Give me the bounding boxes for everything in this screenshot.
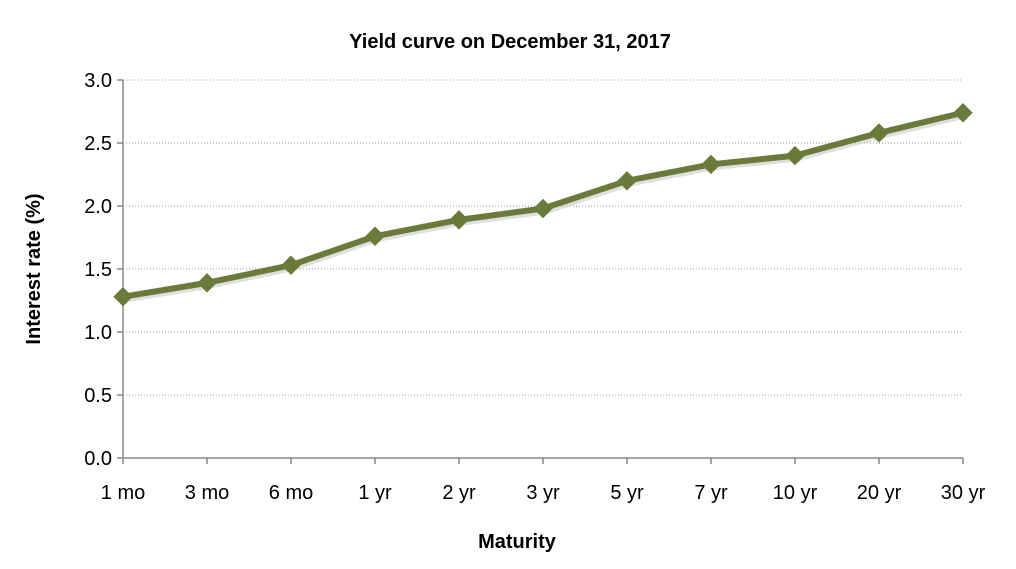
chart-title: Yield curve on December 31, 2017 [349, 31, 671, 53]
x-tick-label: 6 mo [269, 482, 313, 504]
y-tick-label: 1.5 [84, 259, 112, 281]
y-tick-labels: 0.0 0.5 1.0 1.5 2.0 2.5 3.0 [84, 70, 112, 470]
data-point-marker [281, 255, 301, 275]
x-axis-title: Maturity [478, 531, 557, 553]
x-tick-label: 10 yr [773, 482, 818, 504]
x-tick-label: 5 yr [610, 482, 644, 504]
data-point-marker [113, 287, 133, 307]
y-axis-title: Interest rate (%) [23, 193, 45, 344]
data-point-marker [197, 273, 217, 293]
data-point-marker [785, 145, 805, 166]
data-point-marker [449, 210, 469, 230]
axes [117, 79, 964, 464]
y-tick-label: 0.5 [84, 385, 112, 407]
series-layer [113, 103, 973, 307]
x-tick-label: 1 mo [101, 482, 145, 504]
data-point-marker [869, 123, 889, 143]
gridlines [123, 79, 963, 396]
x-tick-label: 20 yr [857, 482, 902, 504]
x-tick-label: 1 yr [358, 482, 392, 504]
y-tick-label: 1.0 [84, 322, 112, 344]
x-tick-labels: 1 mo 3 mo 6 mo 1 yr 2 yr 3 yr 5 yr 7 yr 10 yr 20 … [101, 482, 986, 504]
data-point-marker [617, 171, 637, 191]
data-point-marker [365, 226, 385, 246]
x-tick-label: 3 yr [526, 482, 560, 504]
data-point-marker [953, 103, 973, 123]
y-tick-label: 3.0 [84, 70, 112, 92]
x-tick-label: 30 yr [941, 482, 986, 504]
y-tick-label: 2.5 [84, 133, 112, 155]
y-tick-label: 0.0 [84, 448, 112, 470]
x-tick-label: 7 yr [694, 482, 728, 504]
y-tick-label: 2.0 [84, 196, 112, 218]
x-tick-label: 3 mo [185, 482, 229, 504]
data-point-marker [701, 154, 721, 175]
x-tick-label: 2 yr [442, 482, 476, 504]
data-point-marker [533, 198, 553, 219]
